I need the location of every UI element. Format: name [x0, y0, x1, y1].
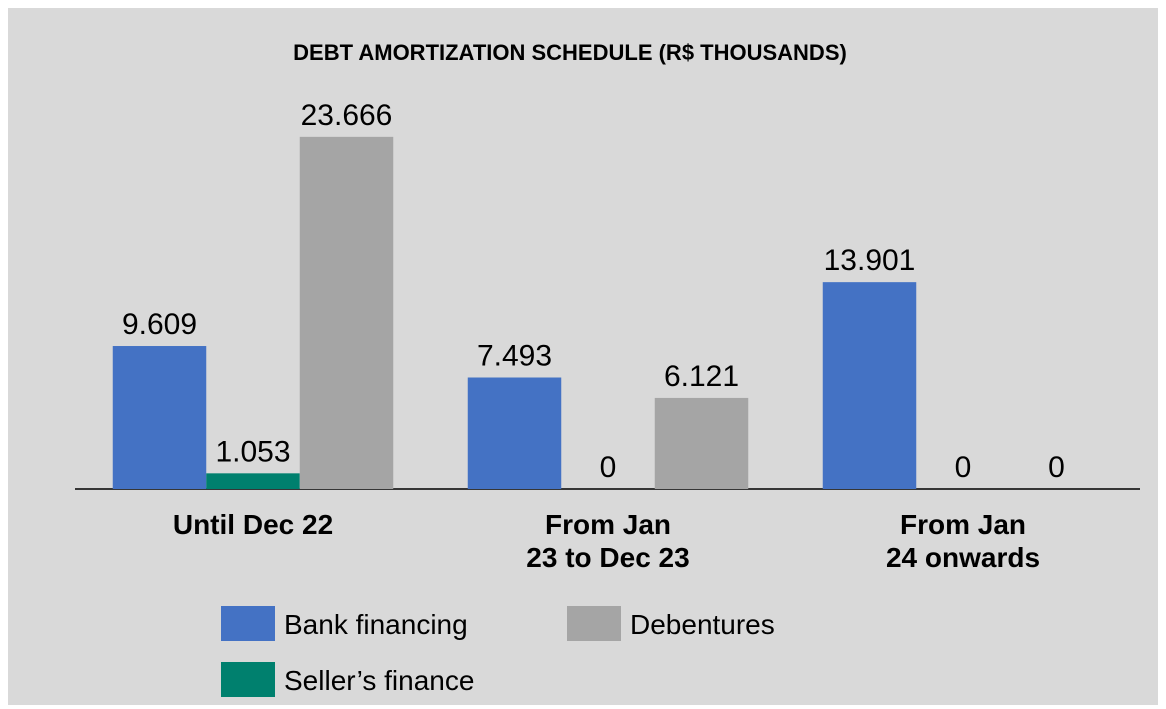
data-label: 0 — [600, 451, 617, 484]
bar — [112, 346, 207, 489]
bar — [654, 397, 749, 489]
bar — [299, 136, 394, 489]
bar — [206, 473, 300, 489]
data-label: 1.053 — [215, 435, 290, 468]
x-tick-label: Until Dec 22 — [172, 509, 334, 540]
data-label: 23.666 — [301, 99, 393, 132]
legend-label: Seller’s finance — [284, 665, 474, 696]
chart-title: DEBT AMORTIZATION SCHEDULE (R$ THOUSANDS… — [293, 40, 847, 65]
legend-swatch — [221, 606, 275, 641]
legend-label: Debentures — [630, 609, 775, 640]
data-label: 6.121 — [664, 360, 739, 393]
data-label: 7.493 — [477, 340, 552, 373]
legend-swatch — [221, 662, 275, 697]
bar — [467, 377, 562, 489]
data-label: 0 — [1048, 451, 1065, 484]
legend-label: Bank financing — [284, 609, 468, 640]
data-label: 9.609 — [122, 308, 197, 341]
legend-swatch — [567, 606, 621, 641]
x-tick-label: From Jan 24 onwards — [885, 509, 1041, 573]
bar — [822, 282, 917, 489]
data-label: 0 — [955, 451, 972, 484]
x-tick-label: From Jan 23 to Dec 23 — [526, 509, 690, 573]
data-label: 13.901 — [824, 244, 916, 277]
